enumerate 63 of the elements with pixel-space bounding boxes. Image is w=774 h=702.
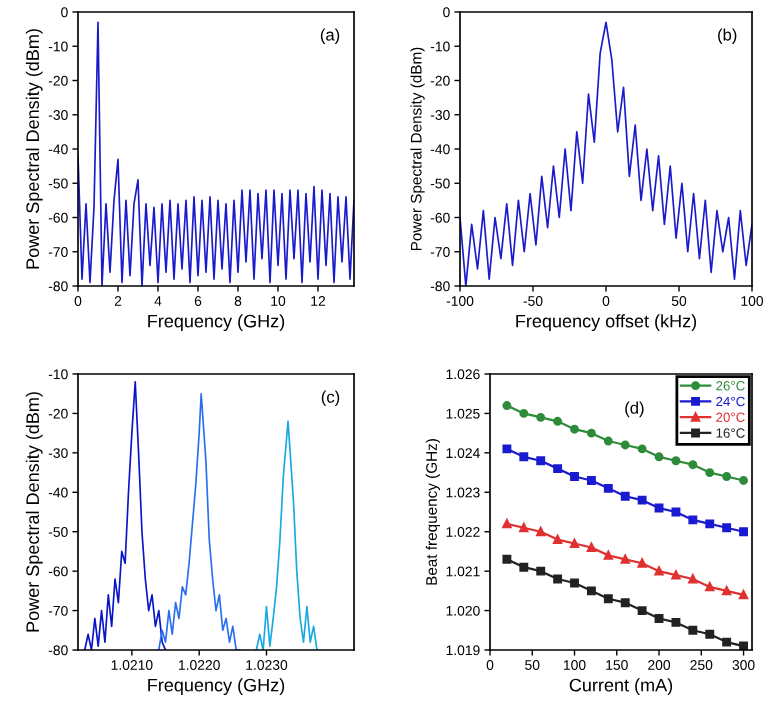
point: [637, 558, 647, 568]
point: [654, 614, 664, 623]
point: [688, 625, 698, 635]
line-series: [255, 420, 318, 650]
point: [519, 452, 529, 462]
point: [620, 440, 630, 450]
x-axis-title: Current (mA): [569, 678, 673, 696]
point: [620, 554, 630, 564]
point: [570, 424, 579, 434]
x-axis-title: Frequency offset (kHz): [516, 314, 697, 332]
point: [570, 472, 579, 481]
point: [637, 606, 647, 616]
point: [536, 412, 546, 422]
point: [603, 436, 613, 446]
point: [519, 562, 529, 572]
point: [570, 578, 579, 588]
point: [603, 550, 613, 560]
point: [620, 598, 630, 608]
point: [654, 452, 664, 462]
point: [671, 617, 681, 627]
point: [722, 637, 732, 647]
line-series: [83, 381, 167, 650]
point: [671, 456, 681, 466]
point: [502, 444, 512, 454]
point: [722, 472, 732, 481]
point: [722, 523, 732, 533]
point: [586, 586, 596, 596]
point: [502, 401, 512, 410]
point: [705, 629, 715, 639]
point: [688, 515, 698, 525]
annotation: (a): [320, 28, 340, 44]
x-axis-title: Frequency (GHz): [148, 678, 285, 696]
point: [739, 476, 748, 485]
point: [620, 491, 630, 501]
point: [603, 594, 613, 604]
point: [671, 570, 681, 580]
point: [654, 566, 664, 576]
point: [586, 428, 596, 438]
point: [519, 408, 529, 418]
point: [705, 468, 715, 478]
point: [553, 464, 563, 474]
point: [739, 641, 748, 650]
point: [553, 416, 563, 426]
point: [705, 519, 715, 529]
point: [688, 460, 698, 470]
y-axis-title: Power Spectral Density (dBm): [25, 392, 43, 632]
y-axis-title: Power Spectral Density (dBm): [25, 29, 43, 269]
point: [536, 456, 546, 466]
point: [586, 476, 596, 485]
point: [603, 483, 613, 493]
point: [502, 554, 512, 564]
annotation: (b): [718, 28, 737, 44]
annotation: (c): [321, 390, 340, 407]
x-axis-title: Frequency (GHz): [148, 314, 285, 332]
point: [671, 507, 681, 517]
point: [536, 566, 546, 576]
point: [654, 503, 664, 513]
annotation: (d): [625, 401, 644, 418]
line-series: [157, 392, 241, 650]
point: [739, 527, 748, 537]
point: [637, 444, 647, 454]
point: [637, 495, 647, 505]
point: [553, 574, 563, 584]
